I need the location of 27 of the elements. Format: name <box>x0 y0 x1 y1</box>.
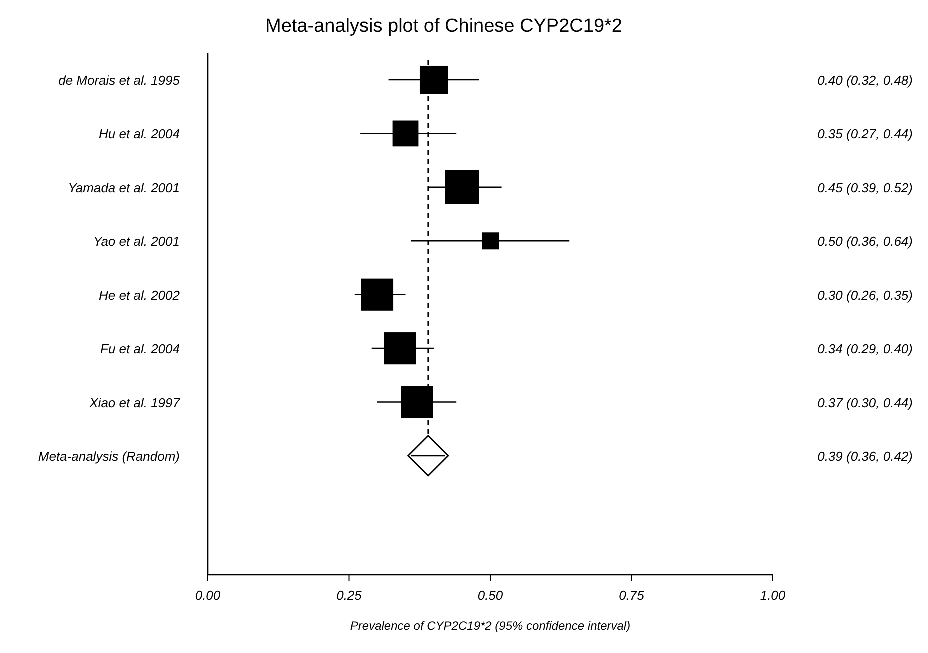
x-tick-label: 1.00 <box>760 588 786 603</box>
y-tick-label: Yamada et al. 2001 <box>68 180 180 196</box>
y-tick-label: Fu et al. 2004 <box>100 342 180 357</box>
point <box>361 278 394 311</box>
text: 0.35 (0.27, 0.44) <box>818 126 913 142</box>
text: 0.50 (0.36, 0.64) <box>818 234 913 250</box>
text: 0.34 (0.29, 0.40) <box>818 342 913 357</box>
text: 0.30 (0.26, 0.35) <box>818 288 913 303</box>
point <box>408 435 450 477</box>
chart-title: Meta-analysis plot of Chinese CYP2C19*2 <box>266 16 622 37</box>
text: 0.45 (0.39, 0.52) <box>818 180 913 196</box>
text: 0.39 (0.36, 0.42) <box>818 449 913 464</box>
point <box>401 386 434 418</box>
text: 0.37 (0.30, 0.44) <box>818 395 913 410</box>
y-tick-label: Hu et al. 2004 <box>99 126 180 142</box>
y-tick-label: Yao et al. 2001 <box>94 234 180 250</box>
x-tick-label: 0.00 <box>195 588 222 603</box>
point <box>384 332 416 365</box>
y-tick-label: He et al. 2002 <box>99 288 181 303</box>
y-tick-label: Xiao et al. 1997 <box>88 395 181 410</box>
y-tick-label: de Morais et al. 1995 <box>58 73 181 88</box>
x-tick-label: 0.75 <box>619 588 646 603</box>
y-tick-label: Meta-analysis (Random) <box>38 449 180 464</box>
x-tick-label: 0.25 <box>336 588 363 603</box>
x-tick-label: 0.50 <box>478 588 504 603</box>
x-axis-title: Prevalence of CYP2C19*2 (95% confidence interval) <box>350 619 631 633</box>
text: 0.40 (0.32, 0.48) <box>818 73 913 88</box>
